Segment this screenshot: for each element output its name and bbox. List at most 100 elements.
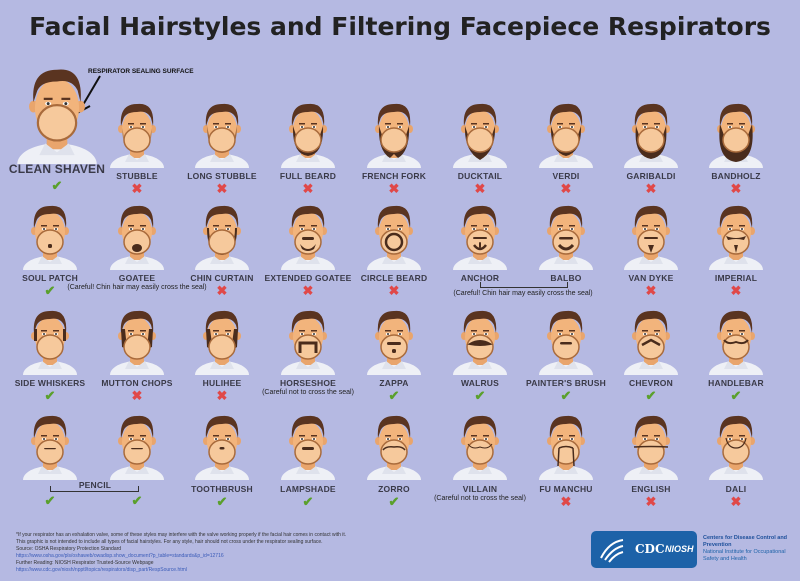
face-dali-icon [705, 408, 767, 494]
pencil-bracket-line [50, 486, 139, 492]
note-horseshoe: (Careful not to cross the seal) [262, 389, 354, 396]
face-van-dyke-icon [620, 198, 682, 284]
label-lampshade: LAMPSHADE [280, 484, 336, 494]
cross-english-icon: ✖ [645, 494, 657, 509]
check-painter-s-brush-icon: ✔ [560, 388, 572, 403]
check-zappa-icon: ✔ [388, 388, 400, 403]
org-cdc: Centers for Disease Control and Preventi… [703, 535, 788, 548]
check-walrus-icon: ✔ [474, 388, 486, 403]
label-garibaldi: GARIBALDI [626, 171, 676, 181]
anchor-balbo-bracket [480, 282, 568, 288]
face-clean-shaven-icon [9, 58, 105, 185]
face-stubble-icon [106, 96, 168, 182]
check-side-whiskers-icon: ✔ [44, 388, 56, 403]
cross-bandholz-icon: ✖ [730, 181, 742, 196]
label-long-stubble: LONG STUBBLE [187, 171, 257, 181]
check-pencil-icon: ✔ [131, 493, 143, 508]
cross-mutton-chops-icon: ✖ [131, 388, 143, 403]
label-van-dyke: VAN DYKE [628, 273, 674, 283]
cross-verdi-icon: ✖ [560, 181, 572, 196]
label-english: ENGLISH [631, 484, 671, 494]
cross-stubble-icon: ✖ [131, 181, 143, 196]
face-horseshoe-icon [277, 303, 339, 389]
face-goatee-icon [106, 198, 168, 284]
face-imperial-icon [705, 198, 767, 284]
page-title: Facial Hairstyles and Filtering Facepiec… [29, 12, 771, 41]
face-full-beard-icon [277, 96, 339, 182]
cross-ducktail-icon: ✖ [474, 181, 486, 196]
label-handlebar: HANDLEBAR [708, 378, 764, 388]
label-mutton-chops: MUTTON CHOPS [101, 378, 173, 388]
cross-french-fork-icon: ✖ [388, 181, 400, 196]
face-extended-goatee-icon [277, 198, 339, 284]
label-toothbrush: TOOTHBRUSH [191, 484, 253, 494]
label-ducktail: DUCKTAIL [457, 171, 503, 181]
face-chevron-icon [620, 303, 682, 389]
source-link[interactable]: https://www.osha.gov/pls/oshaweb/owadisp… [16, 553, 224, 559]
face-long-stubble-icon [191, 96, 253, 182]
check-pencil-icon: ✔ [44, 493, 56, 508]
face-pencil-icon [19, 408, 81, 494]
face-handlebar-icon [705, 303, 767, 389]
cross-imperial-icon: ✖ [730, 283, 742, 298]
footer-line2: This graphic is not intended to include … [16, 539, 323, 545]
label-circle-beard: CIRCLE BEARD [360, 273, 428, 283]
face-hulihee-icon [191, 303, 253, 389]
label-anchor: ANCHOR [460, 273, 500, 283]
cross-full-beard-icon: ✖ [302, 181, 314, 196]
cross-extended-goatee-icon: ✖ [302, 283, 314, 298]
face-mutton-chops-icon [106, 303, 168, 389]
face-balbo-icon [535, 198, 597, 284]
label-hulihee: HULIHEE [202, 378, 242, 388]
label-clean-shaven: CLEAN SHAVEN [8, 162, 106, 176]
label-stubble: STUBBLE [116, 171, 158, 181]
label-villain: VILLAIN [462, 484, 498, 494]
check-toothbrush-icon: ✔ [216, 494, 228, 509]
cross-hulihee-icon: ✖ [216, 388, 228, 403]
check-zorro-icon: ✔ [388, 494, 400, 509]
footer-source: Source: OSHA Respiratory Protection Stan… [16, 546, 122, 552]
cross-chin-curtain-icon: ✖ [216, 283, 228, 298]
check-soul-patch-icon: ✔ [44, 283, 56, 298]
further-link[interactable]: https://www.cdc.gov/niosh/npptl/topics/r… [16, 567, 187, 573]
face-french-fork-icon [363, 96, 425, 182]
label-horseshoe: HORSESHOE [279, 378, 337, 388]
label-soul-patch: SOUL PATCH [22, 273, 78, 283]
label-side-whiskers: SIDE WHISKERS [14, 378, 86, 388]
niosh-logo-text: NIOSH [665, 544, 694, 554]
hhs-eagle-icon [600, 539, 624, 563]
check-lampshade-icon: ✔ [302, 494, 314, 509]
label-extended-goatee: EXTENDED GOATEE [264, 273, 352, 283]
cross-dali-icon: ✖ [730, 494, 742, 509]
label-verdi: VERDI [552, 171, 580, 181]
cross-long-stubble-icon: ✖ [216, 181, 228, 196]
cross-circle-beard-icon: ✖ [388, 283, 400, 298]
face-circle-beard-icon [363, 198, 425, 284]
cross-garibaldi-icon: ✖ [645, 181, 657, 196]
label-goatee: GOATEE [118, 273, 156, 283]
face-zappa-icon [363, 303, 425, 389]
label-pencil: PENCIL [78, 480, 112, 490]
face-side-whiskers-icon [19, 303, 81, 389]
check-chevron-icon: ✔ [645, 388, 657, 403]
label-zappa: ZAPPA [379, 378, 409, 388]
face-toothbrush-icon [191, 408, 253, 494]
face-fu-manchu-icon [535, 408, 597, 494]
face-lampshade-icon [277, 408, 339, 494]
label-bandholz: BANDHOLZ [711, 171, 761, 181]
face-zorro-icon [363, 408, 425, 494]
label-chevron: CHEVRON [629, 378, 673, 388]
face-bandholz-icon [705, 96, 767, 182]
label-full-beard: FULL BEARD [279, 171, 337, 181]
face-verdi-icon [535, 96, 597, 182]
label-walrus: WALRUS [460, 378, 500, 388]
label-chin-curtain: CHIN CURTAIN [190, 273, 254, 283]
cross-fu-manchu-icon: ✖ [560, 494, 572, 509]
face-villain-icon [449, 408, 511, 494]
note-goatee: (Careful! Chin hair may easily cross the… [67, 284, 207, 291]
check-handlebar-icon: ✔ [730, 388, 742, 403]
face-anchor-icon [449, 198, 511, 284]
footer-line1: *If your respirator has an exhalation va… [16, 532, 347, 538]
label-imperial: IMPERIAL [714, 273, 758, 283]
cross-van-dyke-icon: ✖ [645, 283, 657, 298]
